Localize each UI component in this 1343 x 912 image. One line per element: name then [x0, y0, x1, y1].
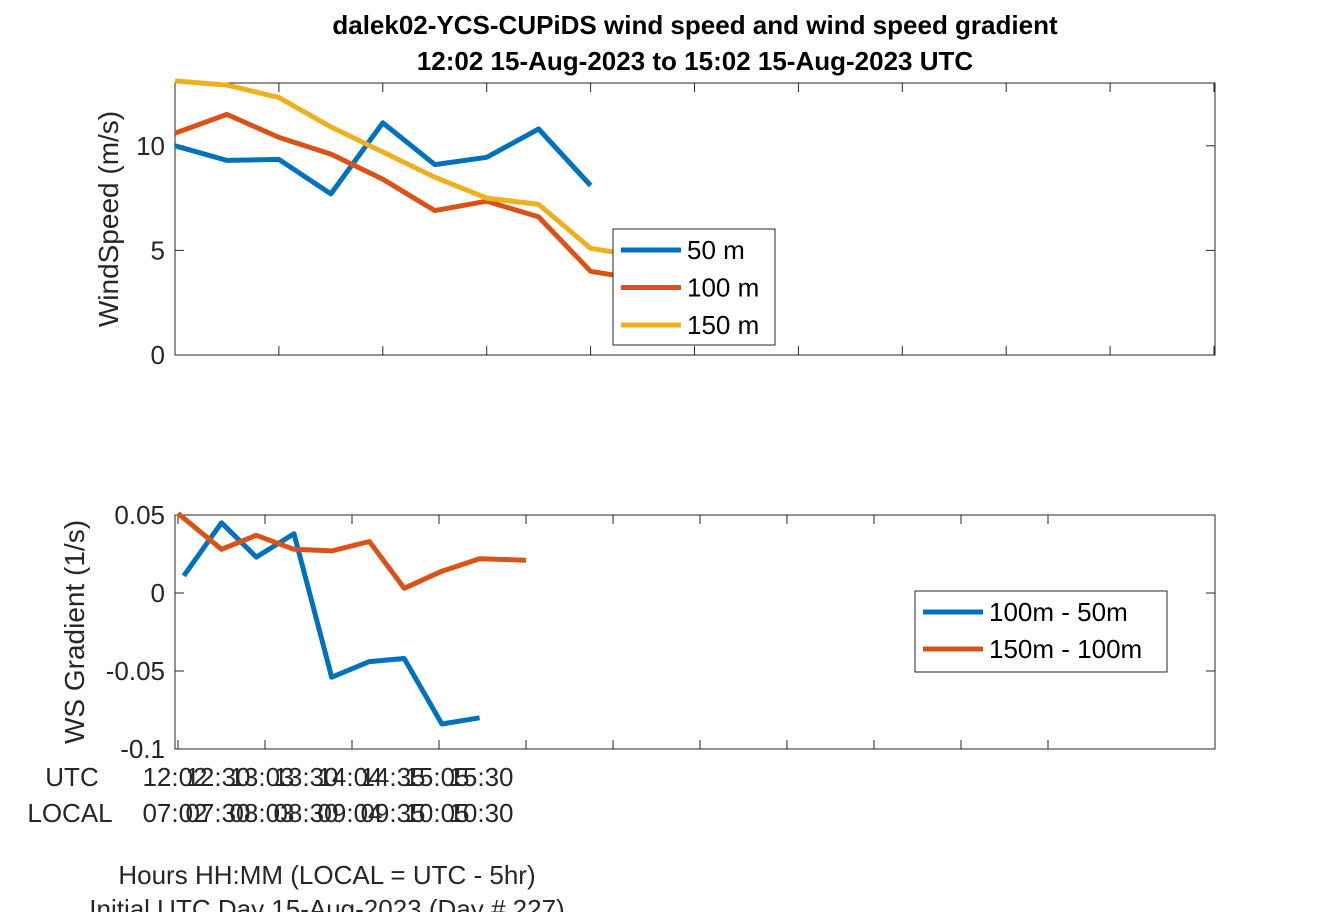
series-line	[176, 511, 527, 591]
y-tick-label: 5	[151, 235, 165, 265]
local-tick-label: 09:35	[360, 798, 425, 828]
series-line	[174, 111, 643, 283]
y-tick-label: 0	[151, 340, 165, 370]
series-line	[181, 520, 481, 727]
series-line	[174, 120, 593, 197]
utc-tick-label: 14:35	[360, 762, 425, 792]
local-tick-label: 07:30	[185, 798, 250, 828]
local-tick-label: 07:02	[142, 798, 207, 828]
legend: 100m - 50m 150m - 100m	[914, 590, 1168, 673]
legend-label: 150 m	[687, 310, 759, 340]
series-line	[174, 78, 643, 260]
utc-tick-label: 12:02	[142, 762, 207, 792]
utc-tick-label: 13:03	[229, 762, 294, 792]
time-axis-labels: UTC LOCAL 12:0212:3013:0313:3014:0414:35…	[27, 762, 513, 828]
utc-tick-label: 13:30	[273, 762, 338, 792]
y-tick-label: -0.05	[106, 656, 165, 686]
footer-initial-day: Initial UTC Day 15-Aug-2023 (Day # 227)	[89, 894, 564, 912]
gradient-plot: -0.1 -0.05 0 0.05 WS Gradient (1/s) 100m - 50…	[59, 500, 1216, 764]
utc-tick-label: 15:05	[404, 762, 469, 792]
local-tick-label: 08:03	[229, 798, 294, 828]
y-tick-label: 0.05	[114, 500, 165, 530]
local-row-label: LOCAL	[27, 798, 112, 828]
y-tick-label: -0.1	[120, 734, 165, 764]
utc-tick-label: 12:30	[185, 762, 250, 792]
local-tick-label: 09:04	[317, 798, 382, 828]
utc-row-label: UTC	[45, 762, 98, 792]
chart-title-line2: 12:02 15-Aug-2023 to 15:02 15-Aug-2023 U…	[417, 46, 974, 76]
legend-box	[914, 590, 1168, 673]
legend-label: 50 m	[687, 235, 745, 265]
legend-label: 100m - 50m	[989, 597, 1128, 627]
windspeed-plot: 0 5 10 WindSpeed (m/s) 50 m 100 m 150 m	[93, 78, 1216, 370]
y-tick-label: 10	[136, 131, 165, 161]
legend: 50 m 100 m 150 m	[612, 228, 776, 346]
y-axis-label: WS Gradient (1/s)	[59, 520, 90, 744]
y-tick-label: 0	[151, 578, 165, 608]
local-tick-label: 10:05	[404, 798, 469, 828]
y-axis-label: WindSpeed (m/s)	[93, 111, 124, 327]
utc-tick-label: 15:30	[448, 762, 513, 792]
utc-tick-label: 14:04	[317, 762, 382, 792]
local-tick-label: 08:30	[273, 798, 338, 828]
legend-label: 100 m	[687, 273, 759, 303]
chart-title-line1: dalek02-YCS-CUPiDS wind speed and wind s…	[332, 10, 1058, 40]
legend-label: 150m - 100m	[989, 634, 1142, 664]
footer-hours-note: Hours HH:MM (LOCAL = UTC - 5hr)	[118, 860, 535, 890]
local-tick-label: 10:30	[448, 798, 513, 828]
